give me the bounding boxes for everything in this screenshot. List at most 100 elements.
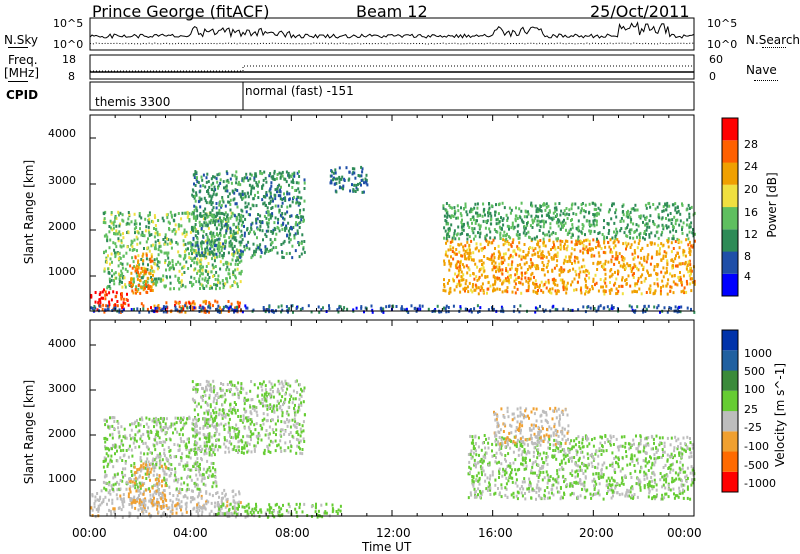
power-heatmap-cell-7 xyxy=(524,233,527,237)
power-heatmap-cell-2 xyxy=(145,270,148,274)
power-heatmap-cell-1 xyxy=(131,256,134,260)
power-heatmap-cell-6 xyxy=(478,275,481,279)
xtick-2: 08:00 xyxy=(275,526,310,540)
power-heatmap-cell-6 xyxy=(502,238,505,242)
power-heatmap-cell-4 xyxy=(204,207,207,211)
velocity-heatmap-cell-0 xyxy=(192,489,194,493)
velocity-heatmap-cell-2 xyxy=(149,497,152,501)
velocity-heatmap-cell-1 xyxy=(125,480,128,484)
power-heatmap-cell-4 xyxy=(194,223,197,226)
power-heatmap-cell-1 xyxy=(226,280,229,284)
power-heatmap-cell-4 xyxy=(204,247,207,251)
power-heatmap-cell-1 xyxy=(122,254,125,258)
power-heatmap-cell-7 xyxy=(523,224,526,228)
power-heatmap-cell-6 xyxy=(559,243,562,247)
power-heatmap-cell-7 xyxy=(620,227,623,230)
power-heatmap-cell-6 xyxy=(617,270,620,274)
power-heatmap-cell-0 xyxy=(107,304,110,308)
power-heatmap-cell-8 xyxy=(679,310,682,314)
velocity-heatmap-cell-4 xyxy=(243,396,246,400)
velocity-heatmap-cell-0 xyxy=(232,495,235,499)
power-heatmap-cell-7 xyxy=(669,212,672,215)
power-heatmap-cell-2 xyxy=(147,284,150,288)
velocity-heatmap-cell-0 xyxy=(93,505,96,509)
velocity-heatmap-cell-2 xyxy=(138,501,141,505)
power-heatmap-cell-4 xyxy=(288,183,290,187)
power-heatmap-cell-1 xyxy=(210,245,213,249)
power-heatmap-cell-6 xyxy=(507,275,509,279)
power-heatmap-cell-6 xyxy=(500,262,503,266)
power-heatmap-cell-4 xyxy=(257,246,260,250)
power-heatmap-cell-4 xyxy=(295,197,298,201)
velocity-heatmap-cell-0 xyxy=(211,494,214,498)
power-heatmap-cell-1 xyxy=(110,212,113,216)
power-heatmap-cell-1 xyxy=(190,244,193,248)
velocity-heatmap-cell-1 xyxy=(103,456,106,460)
power-heatmap-cell-7 xyxy=(445,237,448,241)
power-heatmap-cell-1 xyxy=(145,225,148,229)
power-heatmap-cell-6 xyxy=(547,259,550,263)
power-heatmap-cell-7 xyxy=(560,209,563,213)
power-heatmap-cell-1 xyxy=(200,266,203,270)
power-heatmap-cell-7 xyxy=(690,205,693,209)
power-heatmap-cell-2 xyxy=(146,291,149,294)
power-heatmap-cell-6 xyxy=(617,240,620,244)
velocity-heatmap-cell-4 xyxy=(283,432,286,436)
power-heatmap-cell-4 xyxy=(218,208,221,212)
power-heatmap-cell-7 xyxy=(649,205,652,209)
power-heatmap-cell-8 xyxy=(371,310,374,314)
velocity-heatmap-cell-1 xyxy=(175,421,178,425)
power-heatmap-cell-6 xyxy=(474,288,477,292)
power-heatmap-cell-6 xyxy=(563,247,566,251)
power-heatmap-cell-6 xyxy=(658,249,661,253)
velocity-heatmap-cell-0 xyxy=(175,497,178,501)
power-heatmap-cell-6 xyxy=(491,261,494,265)
power-heatmap-cell-1 xyxy=(121,280,123,284)
velocity-heatmap-cell-0 xyxy=(142,511,145,515)
velocity-heatmap-cell-1 xyxy=(192,418,195,422)
power-heatmap-cell-7 xyxy=(502,223,505,227)
power-heatmap-cell-1 xyxy=(124,285,127,289)
power-heatmap-cell-7 xyxy=(539,209,542,212)
power-heatmap-cell-6 xyxy=(570,240,573,244)
power-heatmap-cell-6 xyxy=(669,272,672,276)
power-heatmap-cell-1 xyxy=(205,284,208,288)
velocity-heatmap-cell-4 xyxy=(226,383,229,386)
velocity-heatmap-cell-0 xyxy=(215,492,218,495)
power-heatmap-cell-1 xyxy=(227,219,230,223)
power-heatmap-cell-1 xyxy=(172,267,175,271)
power-heatmap-cell-6 xyxy=(582,258,585,262)
power-heatmap-cell-7 xyxy=(479,232,482,236)
nsearch-label: N.Search xyxy=(746,33,800,47)
power-heatmap-cell-4 xyxy=(259,171,262,175)
power-heatmap-cell-0 xyxy=(94,300,97,304)
power-heatmap-cell-4 xyxy=(231,173,234,177)
velocity-heatmap-cell-1 xyxy=(142,432,145,436)
velocity-heatmap-cell-2 xyxy=(145,488,148,492)
power-heatmap-cell-4 xyxy=(207,192,210,195)
power-heatmap-cell-6 xyxy=(603,267,606,271)
velocity-heatmap-cell-0 xyxy=(205,502,208,506)
power-heatmap-cell-6 xyxy=(553,243,555,247)
power-heatmap-cell-4 xyxy=(200,214,203,218)
power-heatmap-cell-4 xyxy=(298,241,301,245)
power-heatmap-cell-3 xyxy=(158,307,161,310)
velocity-heatmap-cell-2 xyxy=(161,496,164,500)
power-heatmap-cell-1 xyxy=(118,280,121,283)
velocity-heatmap-cell-0 xyxy=(171,508,174,512)
power-heatmap-cell-6 xyxy=(577,239,580,243)
power-heatmap-cell-1 xyxy=(117,252,120,256)
power-heatmap-cell-6 xyxy=(518,241,521,245)
power-heatmap-cell-8 xyxy=(189,305,191,309)
power-heatmap-cell-6 xyxy=(589,248,592,252)
power-heatmap-cell-7 xyxy=(533,219,536,223)
power-heatmap-cell-6 xyxy=(524,271,527,275)
power-heatmap-cell-7 xyxy=(524,226,527,230)
power-heatmap-cell-8 xyxy=(118,308,121,312)
power-heatmap-cell-7 xyxy=(519,216,522,220)
power-heatmap-cell-6 xyxy=(616,257,619,261)
power-heatmap-cell-4 xyxy=(204,185,207,189)
power-heatmap-cell-4 xyxy=(196,209,199,213)
beam-title: Beam 12 xyxy=(356,2,428,21)
power-heatmap-cell-4 xyxy=(217,186,219,190)
